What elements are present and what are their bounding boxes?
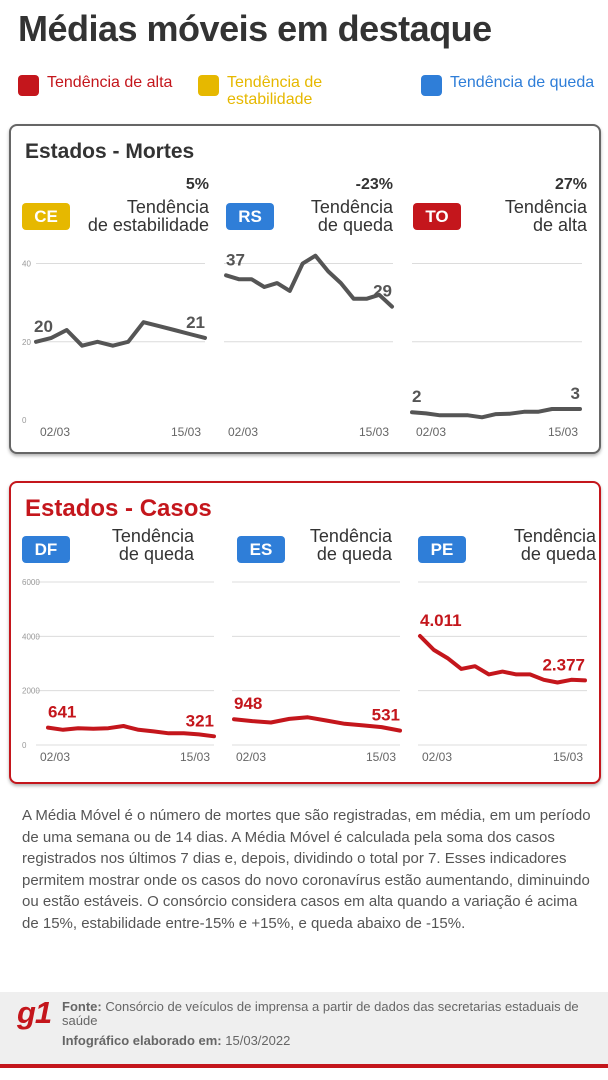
x-tick-end-ce: 15/03 bbox=[171, 425, 201, 439]
legend-label-up: Tendência de alta bbox=[47, 74, 173, 91]
y-tick-df-1: 2000 bbox=[22, 687, 40, 696]
cases-panel: Estados - Casos bbox=[9, 481, 601, 784]
series-line-to bbox=[410, 407, 582, 420]
trend-label-ce: Tendência de estabilidade bbox=[87, 197, 209, 235]
cases-panel-title: Estados - Casos bbox=[25, 495, 212, 522]
x-tick-end-es: 15/03 bbox=[366, 750, 396, 764]
description-text: A Média Móvel é o número de mortes que s… bbox=[22, 807, 591, 932]
badge-pe: PE bbox=[418, 536, 466, 563]
change-label-to: 27% bbox=[554, 176, 587, 193]
series-line-rs bbox=[224, 253, 394, 309]
x-tick-start-df: 02/03 bbox=[40, 750, 70, 764]
badge-rs: RS bbox=[226, 203, 274, 230]
series-line-es bbox=[232, 715, 402, 733]
y-tick-ce-1: 20 bbox=[22, 338, 31, 347]
y-tick-df-3: 6000 bbox=[22, 578, 40, 587]
series-line-pe bbox=[418, 634, 587, 685]
end-label-df: 321 bbox=[186, 711, 214, 730]
g1-logo: g1 bbox=[17, 995, 52, 1030]
y-tick-ce-2: 40 bbox=[22, 260, 31, 269]
legend-item-stable: Tendência de estabilidade bbox=[198, 74, 377, 108]
trend-label-to: Tendência de alta bbox=[504, 197, 587, 235]
footer-source-label: Fonte: bbox=[62, 999, 102, 1014]
legend-swatch-stable bbox=[198, 75, 219, 96]
change-label-ce: 5% bbox=[185, 176, 209, 193]
trend-label-pe: Tendência de queda bbox=[513, 526, 596, 564]
start-label-es: 948 bbox=[234, 694, 262, 713]
start-label-to: 2 bbox=[412, 387, 421, 406]
start-label-pe: 4.011 bbox=[420, 611, 462, 630]
legend-swatch-up bbox=[18, 75, 39, 96]
deaths-panel-title: Estados - Mortes bbox=[25, 140, 195, 163]
series-line-ce bbox=[34, 320, 207, 348]
x-tick-end-df: 15/03 bbox=[180, 750, 210, 764]
y-tick-ce-0: 0 bbox=[22, 416, 27, 425]
footer-source-text: Consórcio de veículos de imprensa a part… bbox=[62, 999, 579, 1028]
footer-date-text: 15/03/2022 bbox=[225, 1033, 291, 1048]
legend-item-up: Tendência de alta bbox=[18, 74, 197, 96]
badge-ce: CE bbox=[22, 203, 70, 230]
x-tick-start-rs: 02/03 bbox=[228, 425, 258, 439]
x-tick-start-pe: 02/03 bbox=[422, 750, 452, 764]
legend-swatch-down bbox=[421, 75, 442, 96]
end-label-rs: 29 bbox=[373, 282, 392, 301]
legend-label-down: Tendência de queda bbox=[450, 74, 595, 91]
y-tick-df-2: 4000 bbox=[22, 632, 40, 641]
series-line-df bbox=[46, 724, 216, 739]
x-tick-end-to: 15/03 bbox=[548, 425, 578, 439]
footer-source: Fonte: Consórcio de veículos de imprensa… bbox=[62, 1000, 582, 1028]
legend-label-stable: Tendência de estabilidade bbox=[227, 74, 323, 108]
end-label-pe: 2.377 bbox=[542, 655, 585, 674]
badge-df: DF bbox=[22, 536, 70, 563]
badge-to: TO bbox=[413, 203, 461, 230]
x-tick-start-es: 02/03 bbox=[236, 750, 266, 764]
x-tick-start-to: 02/03 bbox=[416, 425, 446, 439]
x-tick-end-pe: 15/03 bbox=[553, 750, 583, 764]
legend-item-down: Tendência de queda bbox=[421, 74, 600, 96]
change-label-rs: -23% bbox=[355, 176, 393, 193]
trend-label-es: Tendência de queda bbox=[309, 526, 392, 564]
page-title: Médias móveis em destaque bbox=[18, 8, 492, 49]
footer: g1 Fonte: Consórcio de veículos de impre… bbox=[0, 992, 608, 1068]
start-label-df: 641 bbox=[48, 703, 76, 722]
footer-date: Infográfico elaborado em: 15/03/2022 bbox=[62, 1033, 290, 1048]
start-label-ce: 20 bbox=[34, 317, 53, 336]
deaths-panel: Estados - Mortes bbox=[9, 124, 601, 454]
trend-label-rs: Tendência de queda bbox=[310, 197, 393, 235]
footer-date-label: Infográfico elaborado em: bbox=[62, 1033, 222, 1048]
start-label-rs: 37 bbox=[226, 250, 245, 269]
trend-label-df: Tendência de queda bbox=[111, 526, 194, 564]
x-tick-end-rs: 15/03 bbox=[359, 425, 389, 439]
badge-es: ES bbox=[237, 536, 285, 563]
end-label-es: 531 bbox=[372, 706, 400, 725]
x-tick-start-ce: 02/03 bbox=[40, 425, 70, 439]
end-label-ce: 21 bbox=[186, 313, 205, 332]
y-tick-df-0: 0 bbox=[22, 741, 27, 750]
end-label-to: 3 bbox=[571, 384, 580, 403]
